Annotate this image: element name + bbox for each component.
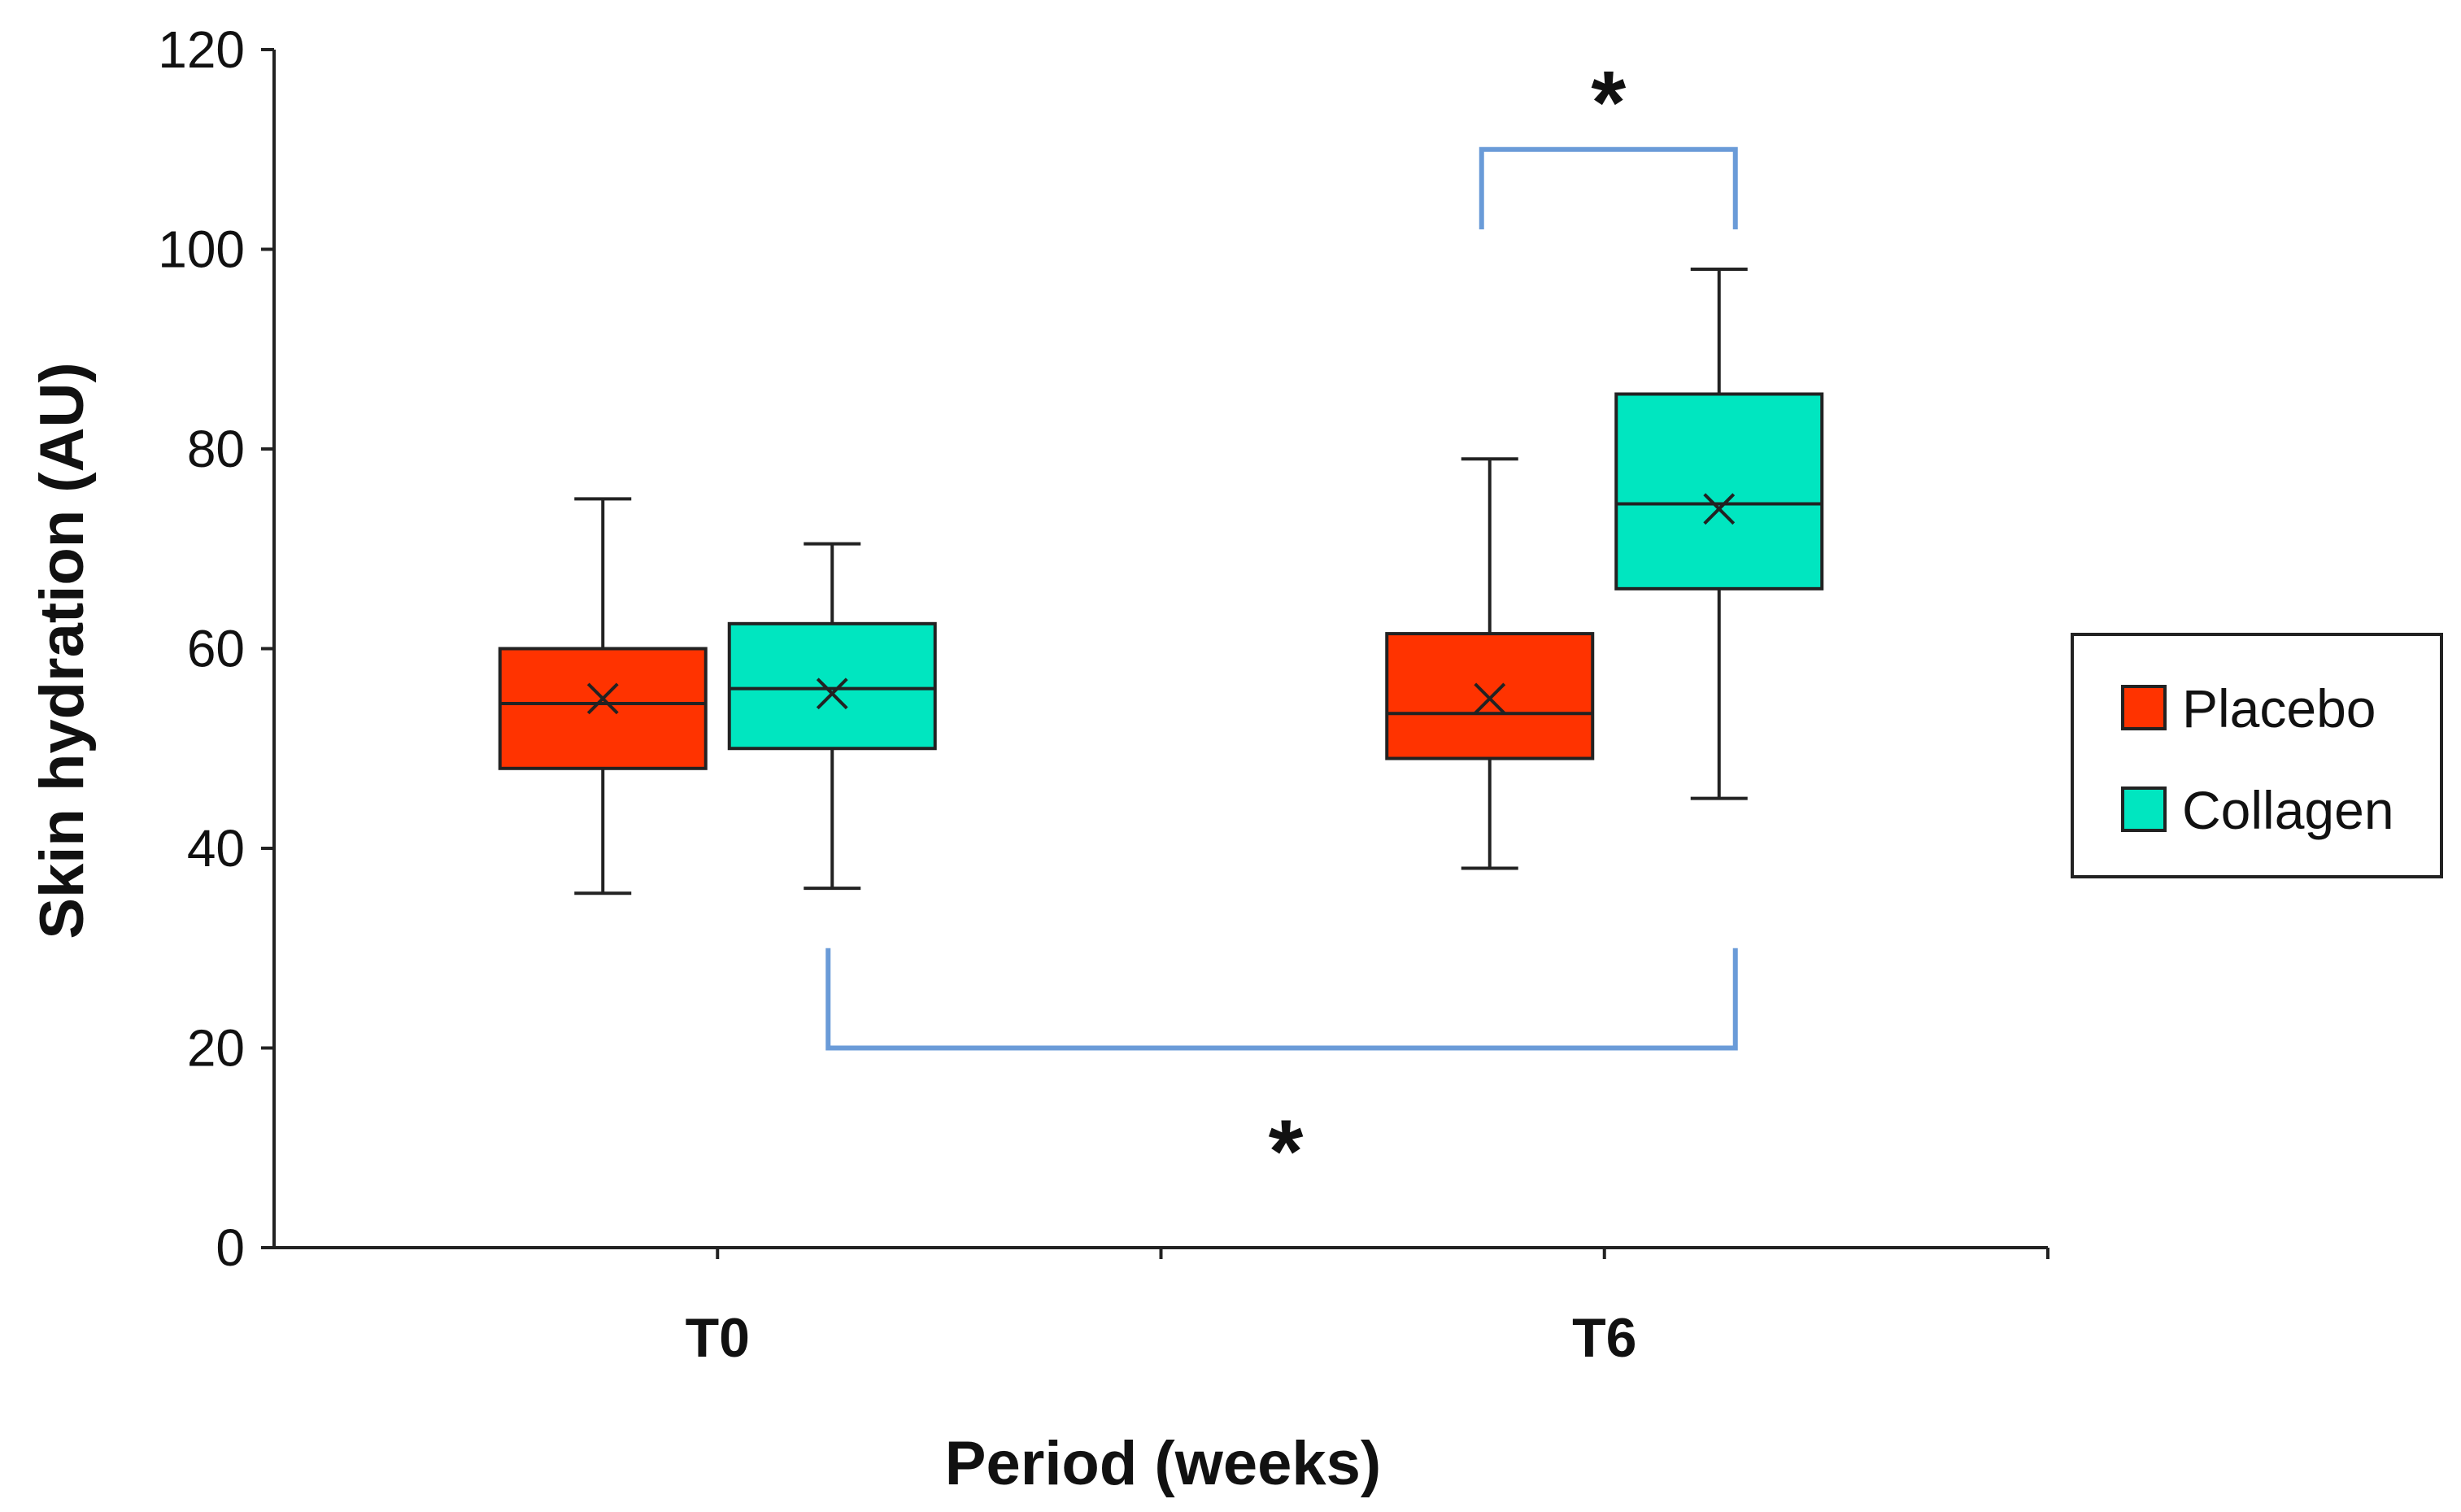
y-tick-label: 20 (187, 1019, 245, 1078)
box-iqr (498, 647, 708, 770)
y-axis-label: Skin hydration (AU) (28, 362, 97, 939)
significance-asterisk: * (1269, 1102, 1304, 1202)
mean-marker (816, 678, 848, 710)
y-tick-label: 100 (158, 220, 245, 279)
mean-marker (1474, 682, 1506, 715)
mean-marker (586, 682, 619, 715)
significance-bracket-t6: * (1479, 53, 1738, 229)
legend-label-placebo: Placebo (2182, 678, 2376, 739)
box-iqr (1385, 632, 1595, 760)
axes: 0 20 40 60 80 100 120 T0 T6 (158, 20, 2049, 1369)
y-tick-label: 0 (216, 1218, 245, 1277)
y-tick-label: 120 (158, 20, 245, 79)
box-collagen-t6 (1614, 268, 1824, 800)
legend: Placebo Collagen (2071, 633, 2443, 878)
box-placebo-t6 (1385, 457, 1595, 870)
x-axis-label: Period (weeks) (945, 1429, 1381, 1498)
box-placebo-t0 (498, 497, 708, 895)
legend-box (2071, 633, 2443, 878)
bracket-line (825, 948, 1738, 1051)
legend-swatch-collagen (2121, 787, 2167, 832)
significance-asterisk: * (1591, 53, 1626, 153)
box-iqr (727, 621, 937, 751)
legend-swatch-placebo (2121, 685, 2167, 730)
x-tick-label: T0 (686, 1307, 750, 1369)
x-tick-label: T6 (1572, 1307, 1636, 1369)
y-tick-label: 40 (187, 819, 245, 878)
y-tick-label: 60 (187, 620, 245, 678)
mean-marker (1703, 493, 1736, 525)
box-collagen-t0 (727, 542, 937, 891)
bracket-line (1479, 146, 1738, 229)
legend-label-collagen: Collagen (2182, 780, 2394, 840)
box-iqr (1614, 392, 1824, 590)
significance-bracket-collagen: * (825, 948, 1738, 1202)
annotations: ** (825, 53, 1738, 1202)
boxes (498, 268, 1824, 895)
y-tick-label: 80 (187, 420, 245, 478)
